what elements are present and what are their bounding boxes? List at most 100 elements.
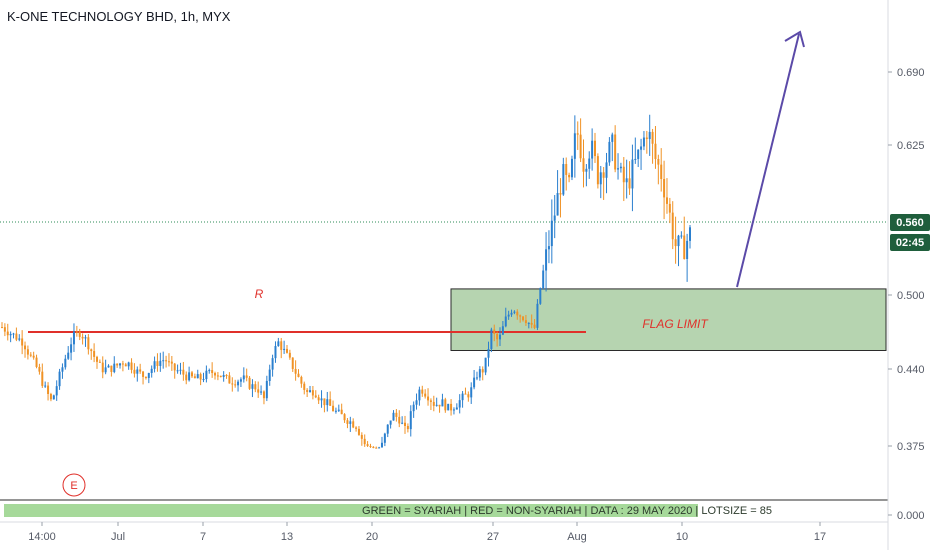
candle-up: [12, 333, 15, 335]
candle-up: [599, 172, 602, 185]
plot-area[interactable]: [0, 0, 888, 522]
candle-up: [585, 168, 588, 172]
candle-down: [234, 384, 237, 386]
candle-up: [136, 369, 139, 374]
candle-up: [107, 365, 110, 368]
candle-down: [329, 399, 332, 406]
candle-up: [84, 337, 87, 339]
candle-down: [481, 369, 484, 373]
candle-up: [44, 385, 47, 387]
candle-down: [366, 444, 369, 446]
candle-down: [357, 428, 360, 435]
candle-up: [349, 421, 352, 424]
candle-up: [617, 168, 620, 170]
candle-down: [110, 365, 113, 372]
target-arrow: [736, 30, 805, 288]
candle-down: [93, 351, 96, 357]
candle-up: [104, 367, 107, 373]
candle-up: [159, 360, 162, 366]
candle-down: [660, 164, 663, 179]
candle-down: [38, 366, 41, 372]
candle-up: [455, 407, 458, 410]
candle-down: [32, 355, 35, 358]
candle-down: [219, 375, 222, 377]
candle-down: [522, 316, 525, 321]
candle-up: [499, 334, 502, 340]
candle-up: [260, 391, 263, 393]
candle-down: [579, 134, 582, 159]
candle-up: [55, 386, 58, 396]
candle-up: [386, 424, 389, 434]
candle-up: [392, 412, 395, 421]
candle-up: [686, 240, 689, 259]
candle-up: [67, 352, 70, 359]
candle-up: [283, 348, 286, 350]
candle-down: [300, 376, 303, 384]
time-tick-label: 14:00: [28, 531, 56, 543]
candle-down: [35, 357, 38, 367]
candle-down: [3, 327, 6, 332]
candle-up: [591, 140, 594, 159]
price-tick-label: 0.625: [897, 140, 925, 152]
candle-up: [611, 134, 614, 142]
candle-down: [395, 412, 398, 417]
candle-up: [435, 404, 438, 406]
price-axis[interactable]: 0.690 0.625 0.500 0.440 0.375 0.000: [888, 67, 925, 522]
candle-down: [190, 372, 193, 377]
candle-down: [228, 375, 231, 384]
candle-down: [654, 143, 657, 160]
candle-up: [677, 235, 680, 247]
candle-up: [513, 311, 516, 313]
candle-down: [582, 158, 585, 172]
candle-up: [501, 326, 504, 335]
time-tick-label: 20: [366, 531, 378, 543]
candle-down: [142, 371, 145, 377]
candle-down: [15, 333, 18, 340]
candle-up: [196, 374, 199, 379]
candle-down: [165, 360, 168, 362]
price-tick-label: 0.375: [897, 441, 925, 453]
candle-down: [332, 405, 335, 412]
candle-down: [559, 193, 562, 195]
candle-up: [415, 400, 418, 405]
candle-down: [657, 159, 660, 165]
candle-up: [150, 368, 153, 373]
candle-up: [277, 341, 280, 347]
candle-up: [637, 149, 640, 159]
candle-down: [493, 329, 496, 334]
candle-down: [594, 140, 597, 157]
candle-up: [113, 363, 116, 372]
candles-group: [1, 114, 691, 449]
candle-up: [389, 420, 392, 425]
candle-up: [268, 369, 271, 381]
candle-down: [444, 399, 447, 411]
candle-down: [87, 337, 90, 350]
candle-up: [72, 331, 75, 345]
candle-up: [239, 379, 242, 382]
candle-up: [556, 193, 559, 216]
earnings-marker[interactable]: E: [62, 473, 86, 497]
candle-down: [193, 376, 196, 379]
candle-down: [1, 327, 3, 329]
time-tick-label: 27: [487, 531, 499, 543]
candle-down: [602, 172, 605, 178]
time-axis[interactable]: 14:00 Jul 7 13 20 27 Aug 10 17: [28, 522, 826, 543]
candle-down: [421, 389, 424, 394]
candle-down: [516, 311, 519, 316]
candle-down: [285, 348, 288, 353]
candle-down: [524, 320, 527, 324]
candle-up: [309, 390, 312, 392]
candle-down: [360, 434, 363, 439]
candle-up: [334, 410, 337, 412]
candle-up: [487, 349, 490, 358]
candle-up: [634, 158, 637, 160]
candle-down: [90, 349, 93, 352]
candle-down: [216, 375, 219, 377]
candle-up: [274, 346, 277, 359]
candle-up: [418, 389, 421, 401]
candle-down: [29, 354, 32, 356]
candle-down: [533, 324, 536, 328]
candle-up: [61, 367, 64, 372]
candle-down: [214, 373, 217, 376]
